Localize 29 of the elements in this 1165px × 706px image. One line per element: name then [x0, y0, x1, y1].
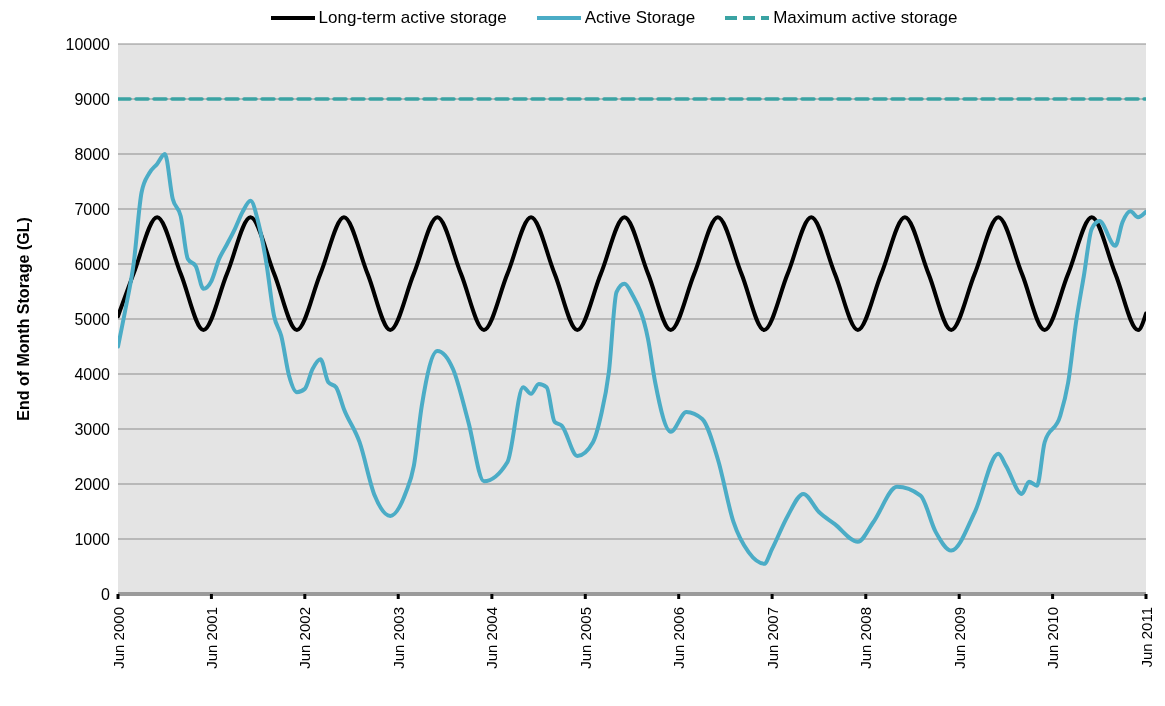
y-tick-label: 6000 [74, 255, 111, 273]
line-series [118, 215, 1146, 332]
legend-label: Long-term active storage [318, 8, 507, 28]
x-tick-label: Jun 2011 [1137, 607, 1155, 668]
x-tick-label: Jun 2004 [483, 607, 501, 669]
y-tick-label: 5000 [74, 310, 111, 328]
x-tick-label: Jun 2003 [389, 607, 407, 669]
x-tick-label: Jun 2001 [202, 607, 220, 669]
x-tick-label: Jun 2009 [950, 607, 968, 669]
y-tick-label: 0 [101, 585, 111, 603]
x-tick-label: Jun 2005 [576, 607, 594, 669]
x-tick-label: Jun 2000 [109, 607, 127, 669]
legend-label: Active Storage [584, 8, 696, 28]
y-tick-label: 9000 [74, 90, 111, 108]
y-tick-label: 1000 [74, 530, 111, 548]
y-tick-label: 7000 [74, 200, 111, 218]
y-tick-label: 2000 [74, 475, 111, 493]
y-tick-label: 8000 [74, 145, 111, 163]
line-series [118, 152, 1146, 566]
y-tick-label: 10000 [65, 35, 111, 53]
y-tick-label: 4000 [74, 365, 111, 383]
x-tick-label: Jun 2006 [670, 607, 688, 669]
x-tick-label: Jun 2007 [763, 607, 781, 669]
legend-label: Maximum active storage [773, 8, 958, 28]
y-tick-label: 3000 [74, 420, 111, 438]
x-tick-label: Jun 2010 [1044, 607, 1062, 669]
y-axis-title: End of Month Storage (GL) [14, 217, 32, 421]
x-tick-label: Jun 2002 [296, 607, 314, 669]
x-tick-label: Jun 2008 [857, 607, 875, 669]
